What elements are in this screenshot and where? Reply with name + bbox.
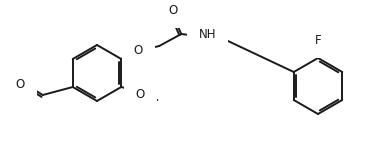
Text: O: O <box>136 88 145 100</box>
Text: F: F <box>315 33 321 46</box>
Text: O: O <box>134 45 143 58</box>
Text: O: O <box>169 3 178 16</box>
Text: NH: NH <box>198 28 216 42</box>
Text: O: O <box>16 79 25 91</box>
